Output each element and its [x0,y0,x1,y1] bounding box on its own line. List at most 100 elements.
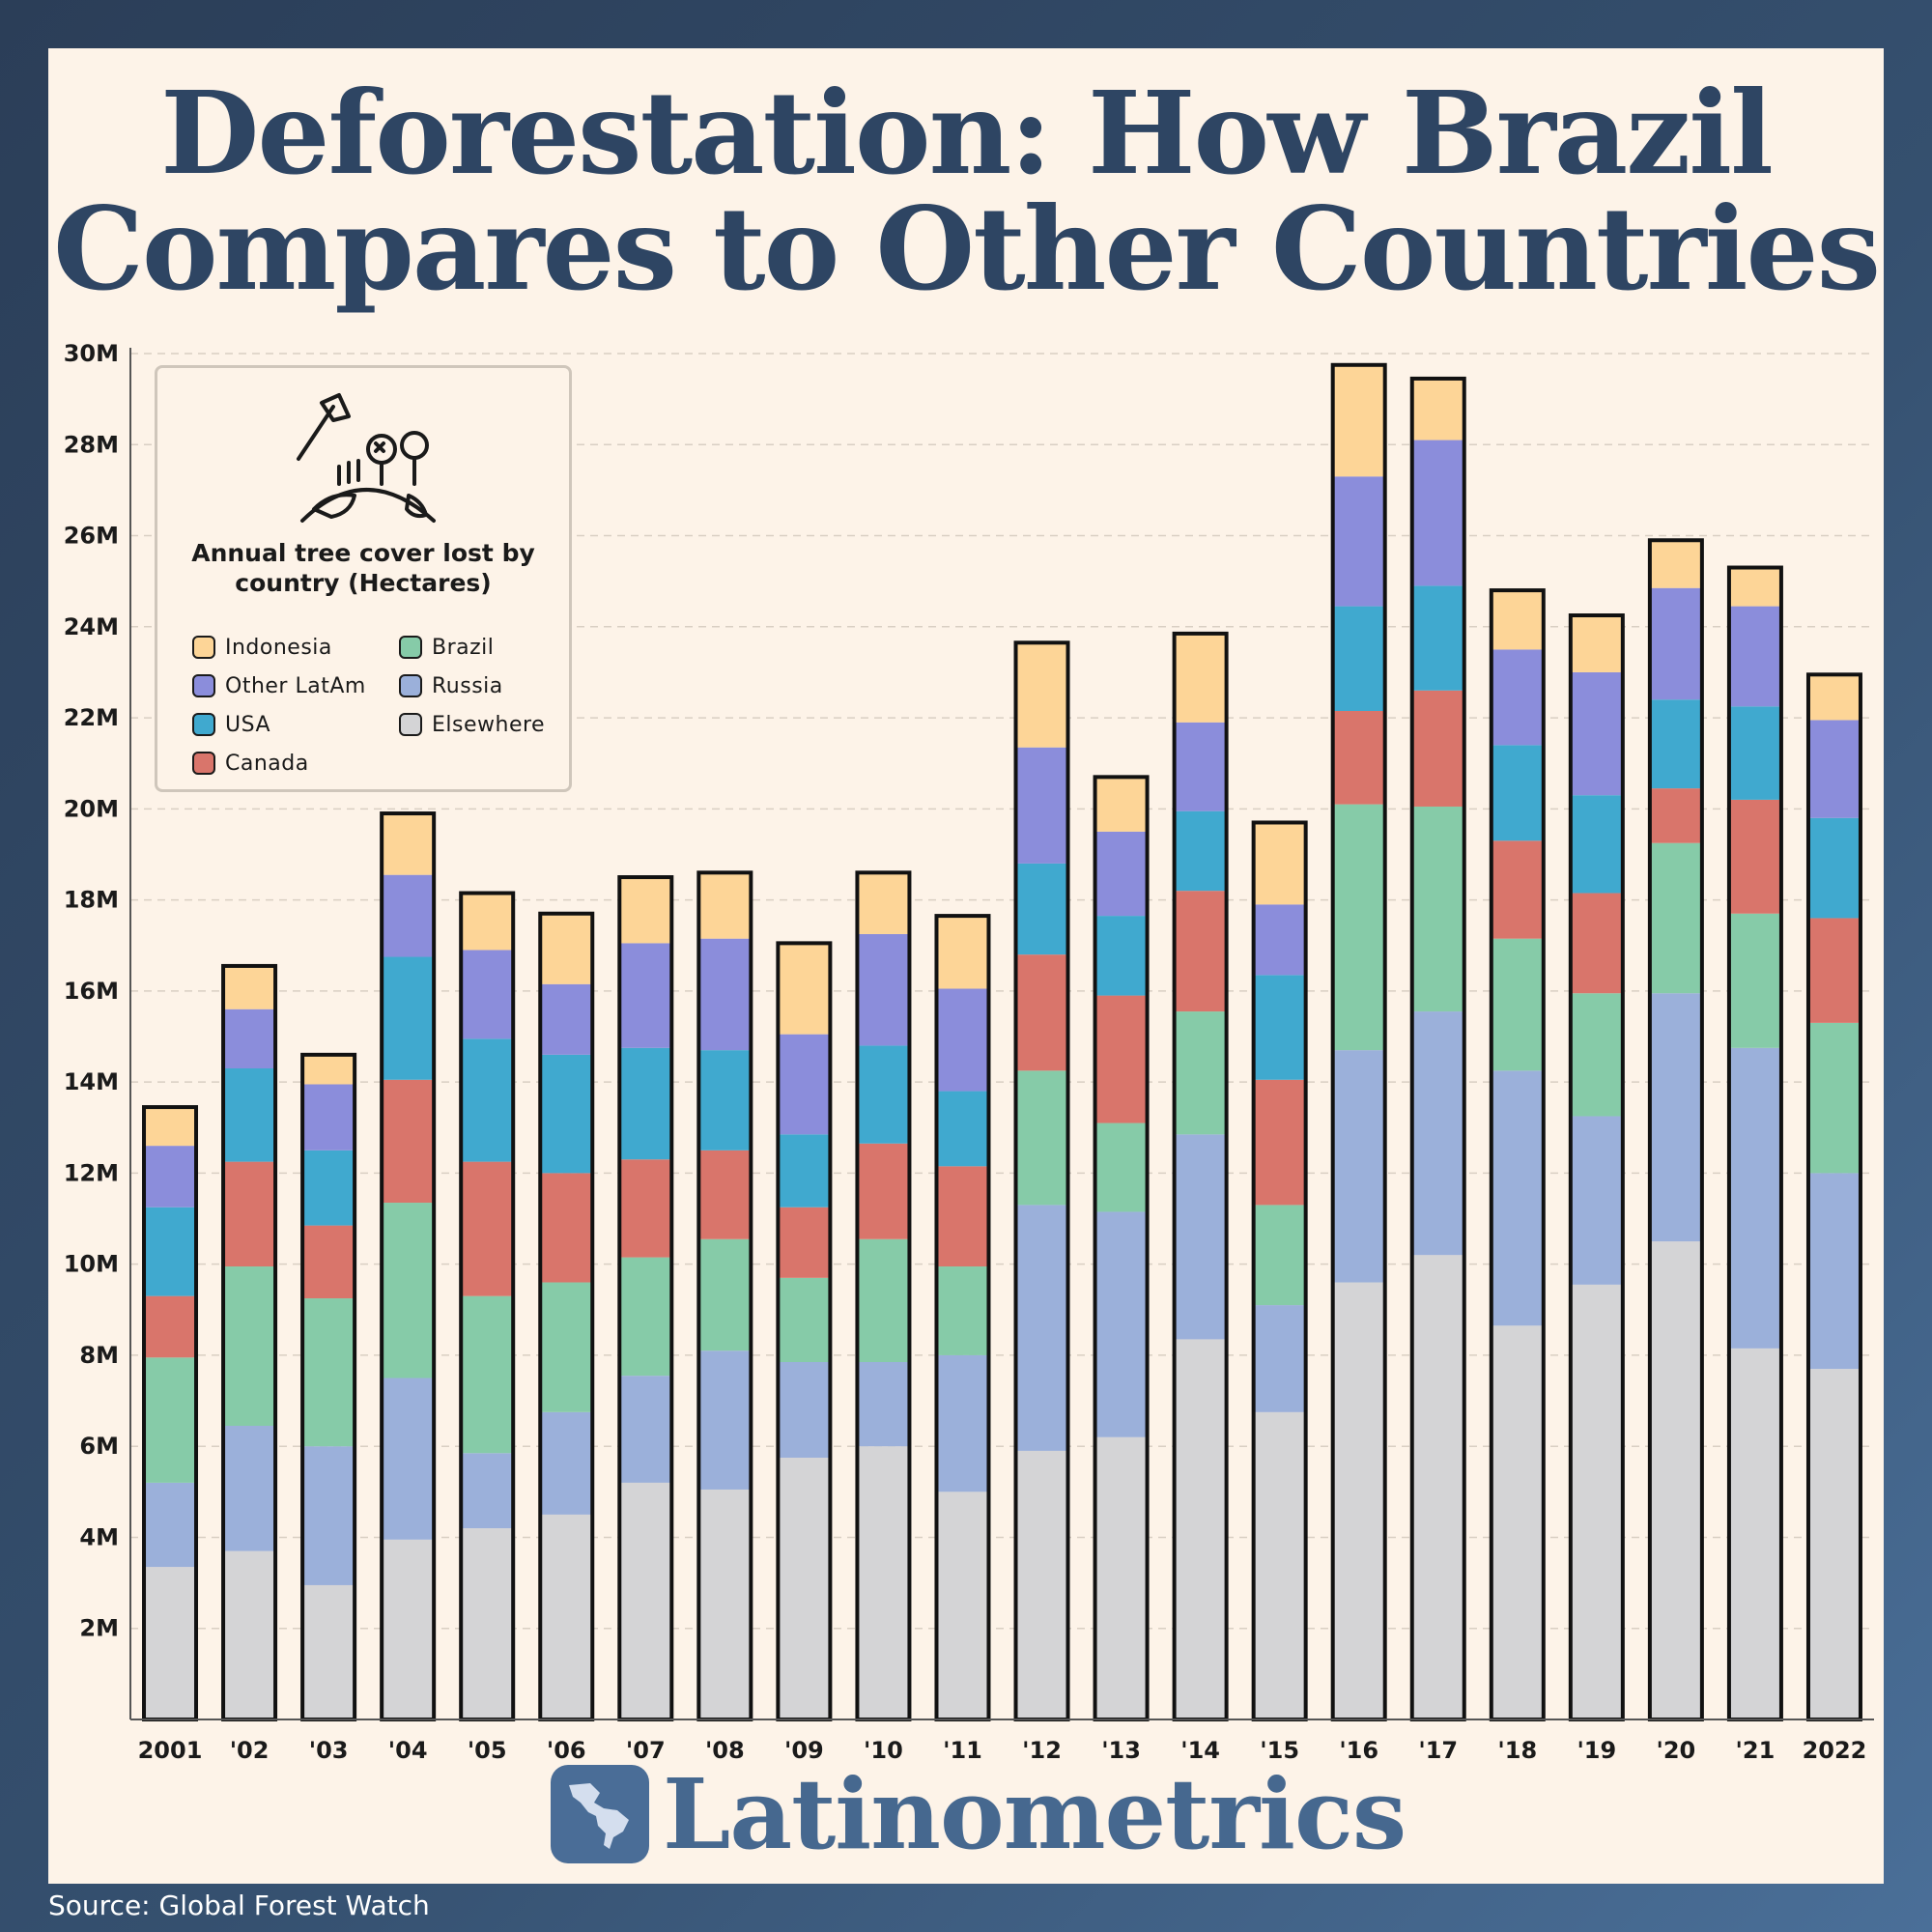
bar-segment-canada [857,1143,910,1239]
bar-segment-indonesia [1649,540,1702,588]
bar-segment-canada [144,1295,197,1358]
bar-segment-russia [1094,1211,1148,1437]
source-note: Source: Global Forest Watch [48,1889,430,1921]
bar-segment-other-latam [698,938,752,1051]
y-tick-label: 2M [79,1615,119,1642]
bar-segment-indonesia [540,913,593,984]
bar-segment-usa [1174,810,1227,892]
bar-segment-canada [223,1161,276,1267]
y-tick-label: 16M [64,978,119,1005]
bar-segment-brazil [1570,993,1623,1117]
bar-segment-elsewhere [382,1539,435,1719]
bar-segment-russia [1728,1047,1781,1349]
bar-segment-other-latam [619,943,672,1048]
bar-segment-indonesia [778,943,831,1035]
bar-segment-canada [382,1079,435,1204]
x-axis-ticks: 2001 '02 '03 '04 '05 '06 '07 '08 '09 '10 '11 '12 '13… [138,1737,1867,1764]
bar-segment-other-latam [1728,606,1781,707]
bar-segment-other-latam [144,1146,197,1208]
bar-segment-elsewhere [1411,1255,1464,1719]
bar-segment-elsewhere [144,1567,197,1719]
bar-segment-elsewhere [302,1584,355,1719]
bar-segment-indonesia [1253,822,1306,905]
x-tick-label: '17 [1418,1737,1458,1764]
legend-item-canada: Canada [192,749,309,778]
bar-segment-other-latam [461,950,514,1039]
bar-segment-canada [1094,995,1148,1123]
legend-swatch-canada [192,752,215,775]
bar-segment-indonesia [619,877,672,944]
x-tick-label: '09 [784,1737,824,1764]
bar-segment-elsewhere [936,1492,989,1719]
bar-segment-brazil [1411,806,1464,1012]
bar-segment-elsewhere [1174,1339,1227,1719]
x-tick-label: '19 [1577,1737,1616,1764]
brand-name: Latinometrics [663,1757,1406,1871]
y-tick-label: 4M [79,1523,119,1550]
bar-segment-russia [1332,1050,1385,1283]
bar-segment-indonesia [302,1054,355,1085]
bar-segment-canada [778,1207,831,1278]
legend-item-usa: USA [192,710,270,739]
bar-segment-brazil [540,1282,593,1412]
x-tick-label: '05 [468,1737,507,1764]
bar-segment-elsewhere [1015,1450,1068,1719]
bar-segment-elsewhere [698,1489,752,1719]
bar-segment-indonesia [1491,590,1544,650]
bar-segment-usa [1491,745,1544,841]
legend-item-other-latam: Other LatAm [192,671,366,700]
legend-title-line1: Annual tree cover lost by [191,539,535,567]
bar-segment-russia [1253,1305,1306,1412]
bar-segment-usa [1253,975,1306,1080]
legend-swatch-brazil [399,636,422,659]
bar-segment-canada [619,1159,672,1258]
bar-segment-brazil [1649,842,1702,994]
bar-segment-usa [461,1038,514,1162]
bar-segment-other-latam [1332,476,1385,607]
bar-segment-indonesia [1807,674,1861,721]
bar-segment-other-latam [1807,720,1861,818]
bar-segment-other-latam [1491,649,1544,746]
bar-segment-canada [698,1150,752,1239]
bar-segment-canada [936,1166,989,1267]
y-tick-label: 10M [64,1251,119,1278]
bar-segment-russia [1807,1173,1861,1370]
x-tick-label: '18 [1497,1737,1537,1764]
x-tick-label: '11 [943,1737,982,1764]
x-tick-label: '13 [1101,1737,1141,1764]
bar-segment-russia [698,1350,752,1490]
bar-segment-elsewhere [1253,1411,1306,1719]
x-tick-label: '14 [1180,1737,1220,1764]
bar-segment-canada [461,1161,514,1296]
bar-segment-canada [1649,788,1702,843]
bar-segment-brazil [223,1266,276,1426]
bar-segment-canada [1332,710,1385,805]
bar-segment-russia [223,1425,276,1551]
bar-segment-brazil [1015,1070,1068,1206]
bar-segment-usa [1094,916,1148,996]
bar-segment-usa [1728,706,1781,800]
x-tick-label: '04 [388,1737,428,1764]
x-tick-label: 2022 [1803,1737,1867,1764]
legend-item-elsewhere: Elsewhere [399,710,545,739]
legend-swatch-usa [192,713,215,736]
legend-label-russia: Russia [432,673,503,698]
bar-segment-canada [1491,840,1544,939]
x-tick-label: '03 [309,1737,349,1764]
bar-segment-elsewhere [223,1550,276,1719]
y-tick-label: 8M [79,1342,119,1369]
bar-segment-elsewhere [1728,1348,1781,1719]
bar-segment-brazil [382,1203,435,1378]
bar-segment-canada [1570,893,1623,994]
x-tick-label: '02 [230,1737,270,1764]
legend-item-indonesia: Indonesia [192,633,332,662]
bar-segment-indonesia [223,965,276,1009]
bar-segment-russia [382,1378,435,1540]
legend-label-usa: USA [225,712,271,737]
bar-segment-other-latam [302,1084,355,1151]
y-tick-label: 28M [64,431,119,458]
bar-segment-usa [619,1047,672,1160]
bar-segment-indonesia [1332,364,1385,477]
bar-segment-russia [302,1446,355,1585]
